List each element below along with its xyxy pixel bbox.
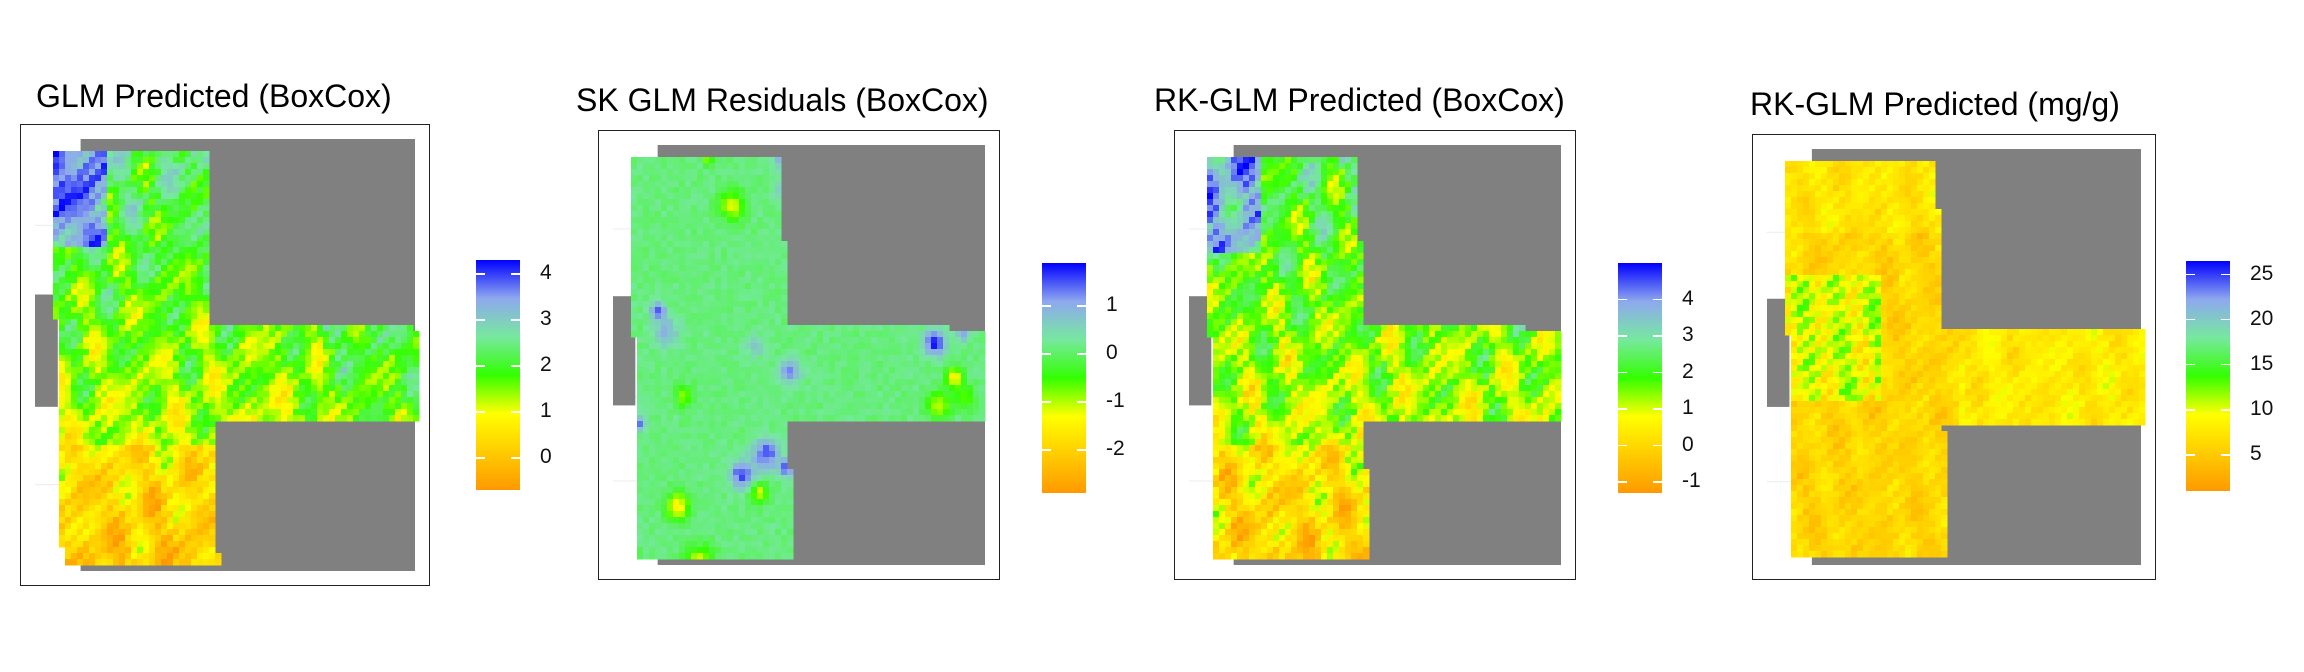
color-bar	[1618, 263, 1662, 493]
color-bar-tick-mark	[1042, 401, 1051, 403]
color-bar-gradient	[476, 260, 520, 490]
color-bar-tick-mark	[476, 457, 485, 459]
color-bar-tick-mark	[511, 411, 520, 413]
color-bar-tick-mark	[511, 273, 520, 275]
panel-title: RK-GLM Predicted (BoxCox)	[1154, 82, 1565, 118]
color-bar-gradient	[2186, 261, 2230, 491]
color-bar-tick-mark	[511, 365, 520, 367]
color-bar-tick-mark	[511, 319, 520, 321]
color-bar-tick-mark	[1653, 335, 1662, 337]
color-bar-tick-mark	[2221, 273, 2230, 276]
map-frame	[1174, 130, 1576, 580]
color-bar-tick-mark	[511, 457, 520, 459]
color-bar-tick-mark	[1618, 298, 1627, 301]
color-bar-tick-mark	[1618, 335, 1627, 337]
color-bar-tick-mark	[2186, 273, 2195, 276]
color-bar-tick-mark	[1077, 305, 1086, 307]
color-bar-tick-mark	[476, 365, 485, 367]
color-bar-tick-mark	[1653, 298, 1662, 301]
color-bar-tick-mark	[1077, 353, 1086, 355]
color-bar-tick-mark	[1653, 408, 1662, 410]
color-bar-gradient	[1618, 263, 1662, 493]
study-area-raster	[53, 151, 420, 566]
color-bar-tick-label: 1	[540, 398, 552, 422]
map-raster	[1767, 149, 2146, 565]
mask-area	[35, 294, 58, 407]
color-bar-tick-label: 0	[1682, 432, 1694, 456]
color-bar-gradient	[1042, 263, 1086, 493]
color-bar-tick-mark	[1618, 371, 1627, 374]
map-raster	[35, 139, 420, 571]
color-bar-tick-mark	[2186, 318, 2195, 321]
color-bar-tick-mark	[1077, 401, 1086, 403]
color-bar-tick-mark	[1042, 353, 1051, 355]
color-bar-tick-mark	[1653, 371, 1662, 374]
study-area-raster	[631, 157, 986, 560]
color-bar-tick-label: 2	[1682, 359, 1694, 383]
map-raster	[613, 145, 986, 565]
color-bar-tick-mark	[1618, 481, 1627, 483]
color-bar-tick-mark	[1653, 481, 1662, 483]
color-bar	[476, 260, 520, 490]
color-bar-tick-mark	[1618, 444, 1627, 447]
color-bar-tick-mark	[476, 319, 485, 321]
map-frame	[1752, 134, 2156, 580]
color-bar-tick-mark	[476, 411, 485, 413]
panel-title: SK GLM Residuals (BoxCox)	[576, 82, 989, 118]
color-bar-tick-mark	[2221, 409, 2230, 411]
color-bar-tick-mark	[476, 273, 485, 275]
color-bar-tick-mark	[2186, 363, 2195, 366]
color-bar-tick-label: 4	[1682, 286, 1694, 310]
color-bar-tick-mark	[1042, 449, 1051, 451]
color-bar-tick-label: 15	[2250, 351, 2274, 375]
color-bar-tick-label: 10	[2250, 396, 2274, 420]
color-bar-tick-mark	[2221, 454, 2230, 456]
color-bar-tick-label: 5	[2250, 441, 2262, 465]
study-area-raster	[1207, 157, 1562, 560]
color-bar-tick-mark	[2221, 318, 2230, 321]
color-bar-tick-mark	[1077, 449, 1086, 451]
color-bar-tick-mark	[1653, 444, 1662, 447]
color-bar-tick-label: -2	[1106, 436, 1125, 460]
mask-area	[613, 296, 636, 406]
color-bar	[1042, 263, 1086, 493]
map-panel-sk-glm-residuals: SK GLM Residuals (BoxCox) 1 0 -1 -2	[576, 0, 1152, 672]
color-bar-tick-mark	[2186, 409, 2195, 411]
color-bar-tick-label: 1	[1682, 396, 1694, 420]
study-area-raster	[1785, 161, 2146, 558]
map-frame	[20, 124, 430, 586]
color-bar-tick-label: 3	[1682, 323, 1694, 347]
mask-area	[1189, 296, 1212, 406]
map-frame	[598, 130, 1000, 580]
panel-title: RK-GLM Predicted (mg/g)	[1750, 86, 2120, 122]
color-bar-tick-label: -1	[1682, 469, 1701, 493]
map-panel-rk-glm-predicted-mgg: RK-GLM Predicted (mg/g) 25 20 15 10 5	[1728, 0, 2304, 672]
color-bar-tick-label: 3	[540, 306, 552, 330]
color-bar-tick-label: 2	[540, 352, 552, 376]
color-bar-tick-label: 1	[1106, 293, 1118, 317]
mask-area	[1767, 298, 1790, 407]
panel-title: GLM Predicted (BoxCox)	[36, 78, 392, 114]
color-bar-tick-label: -1	[1106, 388, 1125, 412]
color-bar-tick-mark	[2186, 454, 2195, 456]
color-bar-tick-label: 25	[2250, 261, 2274, 285]
color-bar-tick-mark	[2221, 363, 2230, 366]
color-bar-tick-label: 20	[2250, 306, 2274, 330]
color-bar-tick-label: 0	[540, 444, 552, 468]
color-bar-tick-label: 0	[1106, 341, 1118, 365]
color-bar-tick-label: 4	[540, 260, 552, 284]
color-bar	[2186, 261, 2230, 491]
map-panel-rk-glm-predicted-boxcox: RK-GLM Predicted (BoxCox) 4 3 2 1 0 -1	[1152, 0, 1728, 672]
map-raster	[1189, 145, 1562, 565]
color-bar-tick-mark	[1618, 408, 1627, 410]
color-bar-tick-mark	[1042, 305, 1051, 307]
map-panel-glm-predicted: GLM Predicted (BoxCox) 4 3 2 1 0	[0, 0, 576, 672]
